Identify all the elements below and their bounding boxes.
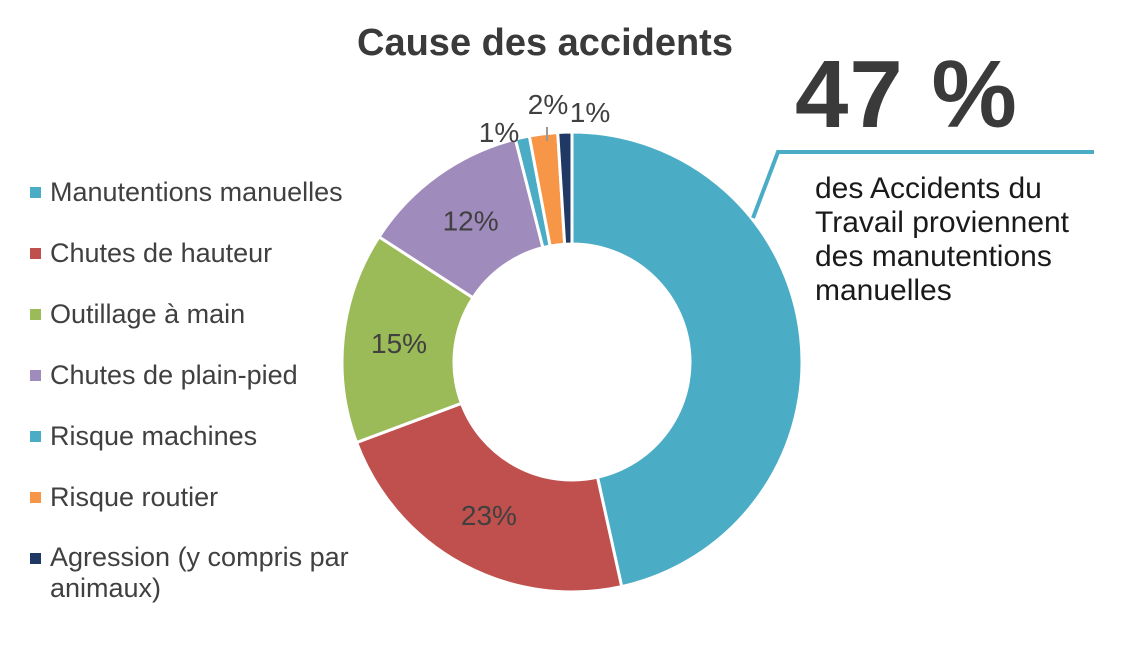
legend-label: Outillage à main — [50, 299, 246, 329]
legend-item: Outillage à main — [28, 298, 428, 330]
legend-label: Manutentions manuelles — [50, 177, 343, 207]
callout-description: des Accidents du Travail proviennent des… — [815, 172, 1070, 307]
legend-item: Risque routier — [28, 481, 428, 513]
data-label: 1% — [570, 97, 610, 128]
legend-swatch — [30, 492, 41, 503]
data-label: 2% — [528, 89, 568, 120]
legend-swatch — [30, 187, 41, 198]
callout-percentage: 47 % — [795, 41, 1018, 148]
legend-swatch — [30, 309, 41, 320]
legend: Manutentions manuelles Chutes de hauteur O… — [28, 176, 428, 633]
donut-slice — [556, 130, 574, 246]
donut-slice — [354, 401, 624, 594]
data-label: 23% — [461, 500, 517, 531]
chart-title: Cause des accidents — [357, 22, 733, 64]
legend-item: Manutentions manuelles — [28, 176, 428, 208]
legend-item: Chutes de plain-pied — [28, 359, 428, 391]
data-label: 15% — [371, 328, 427, 359]
data-label: 12% — [443, 206, 499, 237]
legend-label: Chutes de hauteur — [50, 238, 273, 268]
legend-item: Risque machines — [28, 420, 428, 452]
legend-swatch — [30, 431, 41, 442]
legend-label: Risque machines — [50, 421, 258, 451]
legend-label: Agression (y compris par animaux) — [50, 542, 349, 603]
legend-item: Chutes de hauteur — [28, 237, 428, 269]
callout-connector-line — [751, 150, 1094, 219]
legend-label: Risque routier — [50, 482, 219, 512]
legend-swatch — [30, 248, 41, 259]
legend-swatch — [30, 370, 41, 381]
donut-slice — [570, 130, 804, 589]
legend-item: Agression (y compris par animaux) — [28, 542, 428, 604]
data-label: 1% — [479, 117, 519, 148]
legend-label: Chutes de plain-pied — [50, 360, 298, 390]
legend-swatch — [30, 553, 41, 564]
